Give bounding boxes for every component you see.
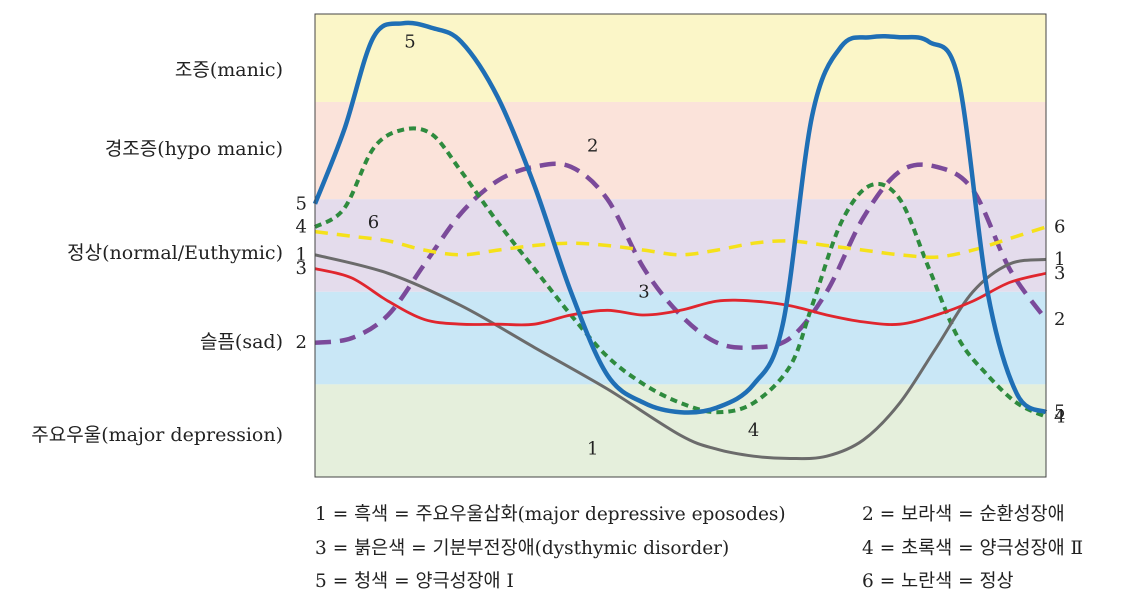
band-label-normal: 정상(normal/Euthymic) xyxy=(67,242,283,264)
legend-item-1: 1 = 흑색 = 주요우울삽화(major depressive eposodes… xyxy=(315,500,786,526)
legend-num: 5 xyxy=(315,571,327,592)
legend-item-3: 3 = 붉은색 = 기분부전장애(dysthymic disorder) xyxy=(315,534,729,560)
band-major-depression xyxy=(315,384,1046,477)
series-line-5 xyxy=(312,20,1048,415)
band-normal xyxy=(315,199,1046,292)
start-label-5: 5 xyxy=(296,193,307,214)
mid-label-2: 2 xyxy=(587,135,598,156)
start-label-4: 4 xyxy=(296,216,307,237)
band-sad xyxy=(315,291,1046,385)
legend-num: 6 xyxy=(862,571,874,592)
start-label-3: 3 xyxy=(296,258,307,279)
legend-num: 3 xyxy=(315,538,327,559)
legend-text: = 흑색 = 주요우울삽화(major depressive eposodes) xyxy=(332,504,786,525)
legend-text: = 초록색 = 양극성장애 Ⅱ xyxy=(879,538,1084,559)
mid-label-5: 5 xyxy=(404,31,415,52)
legend-text: = 노란색 = 정상 xyxy=(879,571,1014,592)
series-line-3 xyxy=(314,267,1047,327)
band-label-manic: 조증(manic) xyxy=(174,59,283,81)
series-line-1 xyxy=(314,253,1047,461)
end-label-4: 4 xyxy=(1054,406,1065,427)
plot-border xyxy=(314,13,1047,478)
legend-item-6: 6 = 노란색 = 정상 xyxy=(862,567,1014,593)
legend-text: = 청색 = 양극성장애 Ⅰ xyxy=(332,571,514,592)
legend-item-5: 5 = 청색 = 양극성장애 Ⅰ xyxy=(315,567,514,593)
legend-text: = 붉은색 = 기분부전장애(dysthymic disorder) xyxy=(332,538,730,559)
legend-text: = 보라색 = 순환성장애 xyxy=(879,504,1065,525)
start-label-1: 1 xyxy=(296,244,307,265)
band-label-hypo-manic: 경조증(hypo manic) xyxy=(104,138,283,160)
start-label-2: 2 xyxy=(296,332,307,353)
end-label-2: 2 xyxy=(1054,309,1065,330)
mid-label-3: 3 xyxy=(638,281,649,302)
band-label-major-depression: 주요우울(major depression) xyxy=(31,424,283,446)
legend-item-4: 4 = 초록색 = 양극성장애 Ⅱ xyxy=(862,534,1083,560)
legend-num: 4 xyxy=(862,538,874,559)
band-hypo-manic xyxy=(315,101,1046,200)
end-label-6: 6 xyxy=(1054,216,1065,237)
end-label-1: 1 xyxy=(1054,249,1065,270)
legend-item-2: 2 = 보라색 = 순환성장애 xyxy=(862,500,1065,526)
mid-label-6: 6 xyxy=(368,212,379,233)
end-label-5: 5 xyxy=(1054,402,1065,423)
legend-num: 2 xyxy=(862,504,874,525)
legend-num: 1 xyxy=(315,504,327,525)
end-label-3: 3 xyxy=(1054,263,1065,284)
mid-label-1: 1 xyxy=(587,439,598,460)
band-label-sad: 슬픔(sad) xyxy=(199,331,283,353)
series-line-6 xyxy=(314,225,1047,259)
mid-label-4: 4 xyxy=(748,420,759,441)
